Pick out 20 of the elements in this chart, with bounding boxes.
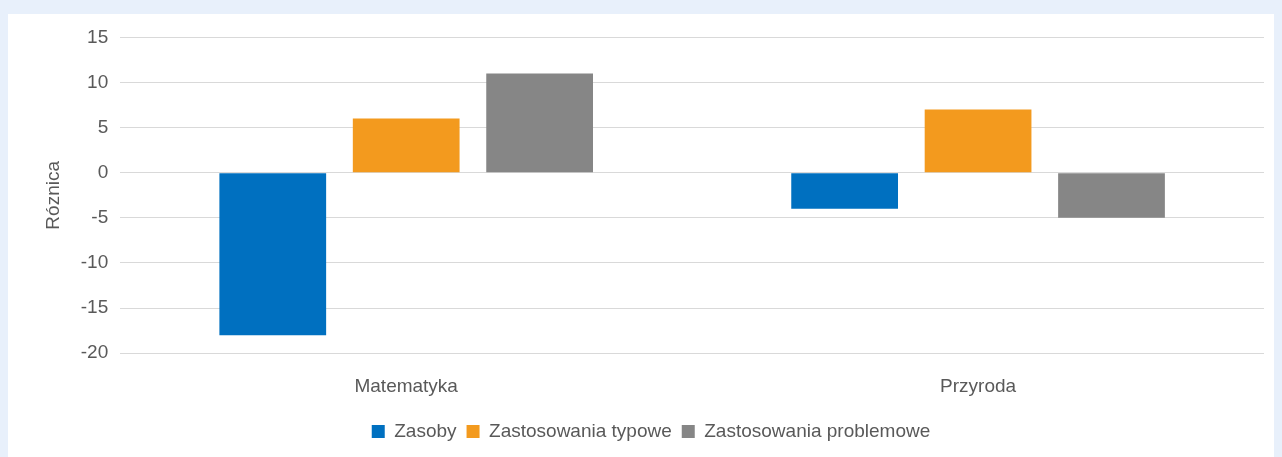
y-tick-label: 5 (97, 115, 109, 137)
legend-label: Zastosowania typowe (489, 419, 672, 441)
legend-label: Zasoby (394, 419, 458, 441)
y-axis-title: Róznica (41, 160, 63, 230)
y-tick-label: 10 (87, 70, 109, 92)
y-tick-label: -20 (80, 341, 109, 363)
y-tick-label: -5 (91, 206, 109, 228)
y-tick-label: -15 (80, 296, 109, 318)
y-tick-label: 15 (87, 25, 109, 47)
bar (1058, 173, 1165, 218)
y-tick-label: -10 (80, 251, 109, 273)
bar (219, 173, 327, 336)
bar (486, 73, 594, 173)
legend-label: Zastosowania problemowe (704, 419, 931, 441)
bar (791, 173, 898, 209)
bar (352, 118, 460, 173)
bar (924, 109, 1032, 173)
x-tick-label: Matematyka (354, 374, 459, 396)
y-tick-label: 0 (97, 160, 109, 182)
x-tick-label: Przyroda (940, 374, 1017, 396)
